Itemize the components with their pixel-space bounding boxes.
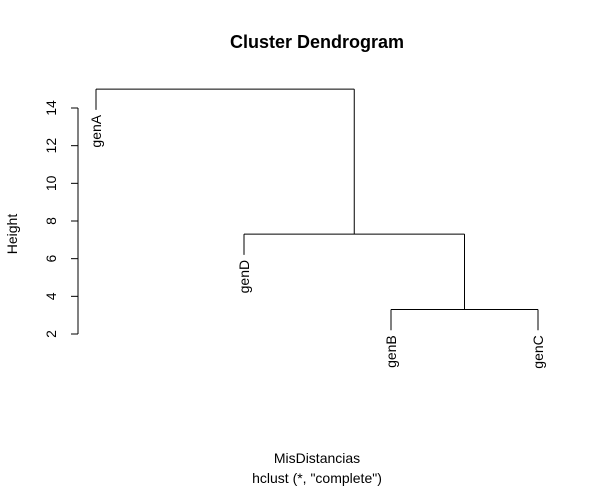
leaf-label-genA: genA [88,114,104,147]
y-ticks: 2 4 6 8 10 12 14 [43,100,78,338]
dendrogram-tree [95,88,539,331]
chart-title: Cluster Dendrogram [230,32,404,52]
chart-subtitle: hclust (*, "complete") [252,470,382,486]
y-tick-label: 4 [43,292,59,300]
leaf-label-genB: genB [383,335,399,368]
y-axis-label: Height [4,214,20,255]
leaf-label-genC: genC [530,335,546,368]
y-tick-label: 2 [43,330,59,338]
leaf-label-genD: genD [236,260,252,293]
y-tick-label: 8 [43,217,59,225]
y-tick-label: 14 [43,100,59,116]
leaf-labels: genA genD genB genC [88,114,546,368]
x-axis-label: MisDistancias [274,450,360,466]
y-tick-label: 6 [43,255,59,263]
y-tick-label: 10 [43,175,59,191]
y-tick-label: 12 [43,138,59,154]
